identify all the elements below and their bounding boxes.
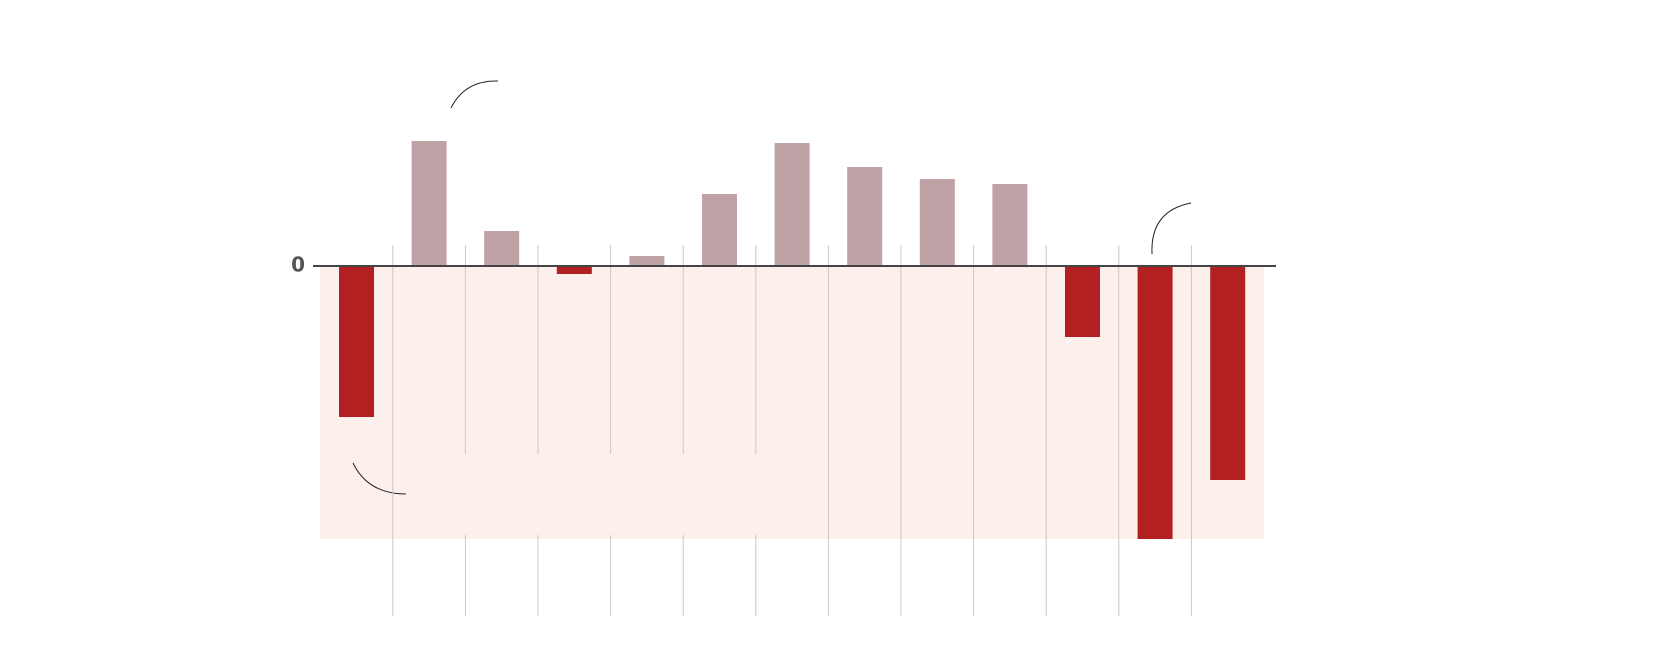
negative-zone [320,266,1264,539]
bar [847,167,883,266]
bar [1065,266,1100,337]
annotation-arc [1151,202,1192,255]
bar [1137,266,1173,539]
bar [339,266,374,417]
bar [411,141,447,266]
bar [774,143,810,266]
bar [702,194,737,266]
y-tick-label: 0 [291,253,305,277]
bar [484,231,520,266]
bar [919,179,955,266]
annotation-arc [450,80,499,109]
bar [556,266,592,274]
bar [1210,266,1246,480]
bar [992,184,1028,266]
annotation-arc [352,462,407,495]
bar [629,256,665,266]
